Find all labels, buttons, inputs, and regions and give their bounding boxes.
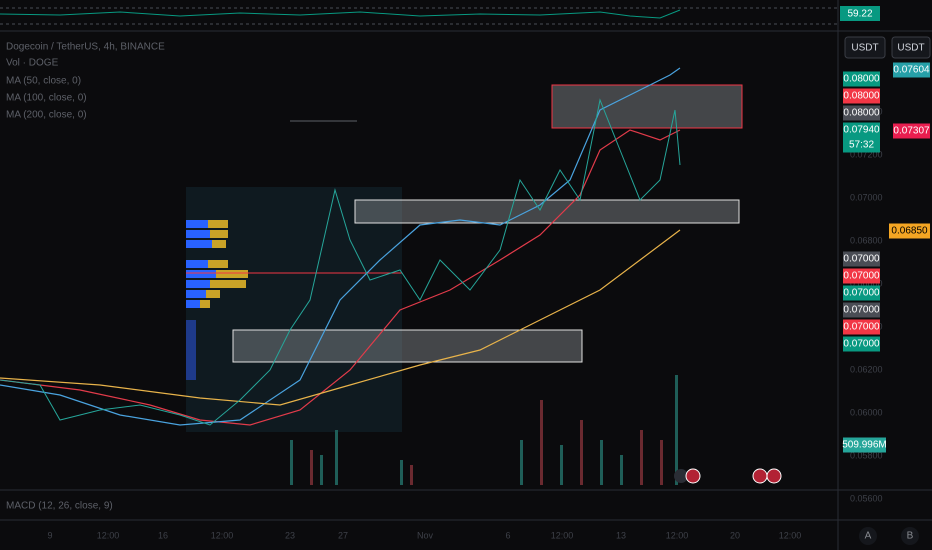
price-label-bg xyxy=(843,251,880,267)
price-label: 0.07000 xyxy=(843,271,880,282)
time-tick: 12:00 xyxy=(211,530,234,540)
time-tick: 20 xyxy=(730,530,740,540)
price-label: 509.996M xyxy=(842,440,886,451)
scale-button[interactable] xyxy=(901,527,919,545)
ma-legend: MA (50, close, 0) xyxy=(6,76,81,87)
price-label: 0.07000 xyxy=(843,339,880,350)
zone xyxy=(232,329,583,363)
rsi-value: 59.22 xyxy=(847,9,872,20)
rsi-line xyxy=(0,9,681,19)
event-icon[interactable] xyxy=(685,468,701,484)
scale-button-label: A xyxy=(865,531,872,542)
zone xyxy=(354,199,740,224)
time-tick: Nov xyxy=(417,530,434,540)
price-label-bg xyxy=(843,71,880,87)
time-tick: 6 xyxy=(505,530,510,540)
event-icon[interactable] xyxy=(674,469,688,483)
ma-line xyxy=(0,229,681,406)
currency-button[interactable] xyxy=(844,36,886,59)
time-tick: 9 xyxy=(47,530,52,540)
price-label: 0.08000 xyxy=(843,74,880,85)
currency-button[interactable] xyxy=(891,36,931,59)
time-tick: 13 xyxy=(616,530,626,540)
price-label-bg xyxy=(889,223,930,239)
price-tick: 0.06800 xyxy=(850,235,883,245)
price-tick: 0.07200 xyxy=(850,149,883,159)
price-label-bg xyxy=(843,137,880,153)
price-label-bg xyxy=(843,88,880,104)
volume-profile xyxy=(186,220,248,380)
ma-legend: MA (200, close, 0) xyxy=(6,110,87,121)
time-tick: 12:00 xyxy=(551,530,574,540)
event-icon[interactable] xyxy=(766,468,782,484)
ma-line xyxy=(0,129,681,426)
time-tick: 12:00 xyxy=(779,530,802,540)
price-label-bg xyxy=(893,123,930,139)
volume-legend: Vol · DOGE xyxy=(6,58,59,69)
time-tick: 23 xyxy=(285,530,295,540)
time-tick: 16 xyxy=(158,530,168,540)
currency-label: USDT xyxy=(897,43,924,54)
macd-legend: MACD (12, 26, close, 9) xyxy=(6,501,113,512)
event-icon[interactable] xyxy=(752,468,768,484)
time-tick: 12:00 xyxy=(97,530,120,540)
time-tick: 27 xyxy=(338,530,348,540)
price-label-bg xyxy=(893,62,930,78)
price-tick: 0.05600 xyxy=(850,493,883,503)
price-label: 57:32 xyxy=(849,140,874,151)
price-label: 0.07000 xyxy=(843,322,880,333)
price-path xyxy=(0,98,681,426)
price-label-bg xyxy=(843,302,880,318)
price-label: 0.08000 xyxy=(843,108,880,119)
volume-bars xyxy=(310,400,663,485)
price-label: 0.06850 xyxy=(891,226,928,237)
price-label-bg xyxy=(843,285,880,301)
price-label-bg xyxy=(843,105,880,121)
price-tick: 0.06000 xyxy=(850,407,883,417)
price-label: 0.07000 xyxy=(843,288,880,299)
price-label: 0.07000 xyxy=(843,254,880,265)
price-label-bg xyxy=(843,336,880,352)
symbol-title: Dogecoin / TetherUS, 4h, BINANCE xyxy=(6,42,165,53)
price-label: 0.07604 xyxy=(893,65,930,76)
price-label-bg xyxy=(843,268,880,284)
ma-line xyxy=(0,67,681,426)
rsi-value-bg xyxy=(840,6,880,21)
price-label: 0.08000 xyxy=(843,91,880,102)
price-label: 0.07000 xyxy=(843,305,880,316)
price-label-bg xyxy=(843,122,880,138)
time-tick: 12:00 xyxy=(666,530,689,540)
scale-button[interactable] xyxy=(859,527,877,545)
price-tick: 0.07000 xyxy=(850,192,883,202)
price-tick: 0.06200 xyxy=(850,364,883,374)
price-label: 0.07940 xyxy=(843,125,880,136)
scale-button-label: B xyxy=(907,531,914,542)
price-label: 0.07307 xyxy=(893,126,930,137)
volume-bars xyxy=(290,375,678,485)
zone xyxy=(551,84,743,129)
price-label-bg xyxy=(843,319,880,335)
currency-label: USDT xyxy=(851,43,878,54)
price-tick: 0.05800 xyxy=(850,450,883,460)
price-label-bg xyxy=(843,437,886,453)
ma-legend: MA (100, close, 0) xyxy=(6,93,87,104)
